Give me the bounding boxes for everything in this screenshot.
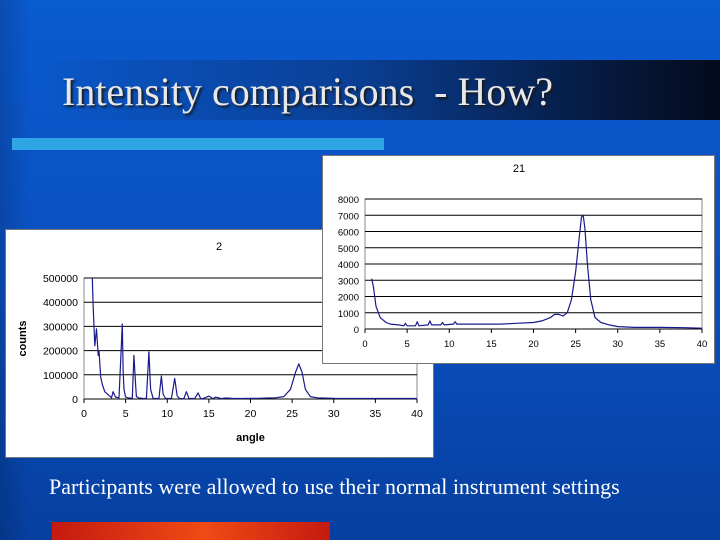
chart-21-x-tick-label: 25 xyxy=(570,339,581,350)
chart-21-y-tick-label: 4000 xyxy=(338,260,359,271)
chart-21-title: 21 xyxy=(513,163,525,175)
chart-2-x-tick-label: 30 xyxy=(328,408,340,420)
chart-21-x-tick-label: 5 xyxy=(404,339,409,350)
chart-21-y-tick-label: 7000 xyxy=(338,211,359,222)
chart-21-x-tick-label: 15 xyxy=(486,339,497,350)
chart-21-svg: 21 0 1000 2000 3000 4000 5000 6000 7000 8000 0 5 10 1… xyxy=(338,163,708,350)
chart-2-x-axis-title: angle xyxy=(236,432,265,444)
chart-21-y-tick-label: 5000 xyxy=(338,244,359,255)
chart-21-y-tick-label: 1000 xyxy=(338,309,359,320)
chart-2-x-tick-label: 5 xyxy=(123,408,129,420)
chart-2-y-tick-label: 100000 xyxy=(43,370,78,382)
chart-2-series-line xyxy=(91,277,417,400)
chart-2-y-tick-label: 200000 xyxy=(43,346,78,358)
chart-2-x-tick-label: 35 xyxy=(370,408,382,420)
chart-2-y-axis-title: counts xyxy=(17,320,29,356)
chart-21-panel: 21 0 1000 2000 3000 4000 5000 6000 7000 8000 0 5 10 1… xyxy=(322,155,715,364)
chart-21-y-tick-label: 3000 xyxy=(338,276,359,287)
chart-21-x-tick-label: 30 xyxy=(612,339,623,350)
chart-2-y-tick-label: 400000 xyxy=(43,297,78,309)
chart-21-series-line xyxy=(371,214,703,329)
chart-2-x-tick-label: 25 xyxy=(286,408,298,420)
chart-2-x-tick-label: 0 xyxy=(81,408,87,420)
slide-caption: Participants were allowed to use their n… xyxy=(49,474,620,499)
chart-21-x-tick-label: 35 xyxy=(655,339,666,350)
chart-2-x-tick-label: 20 xyxy=(245,408,257,420)
chart-21-x-tick-label: 20 xyxy=(528,339,539,350)
chart-21-x-tick-label: 40 xyxy=(697,339,708,350)
chart-2-y-tick-label: 500000 xyxy=(43,273,78,285)
chart-21-x-tick-label: 0 xyxy=(362,339,367,350)
chart-2-x-tick-label: 40 xyxy=(411,408,423,420)
slide-title: Intensity comparisons - How? xyxy=(62,69,554,114)
chart-21-y-tick-label: 2000 xyxy=(338,293,359,304)
chart-21-y-tick-label: 0 xyxy=(354,325,359,336)
title-banner xyxy=(55,60,720,120)
chart-21-y-tick-label: 6000 xyxy=(338,228,359,239)
accent-bar xyxy=(12,138,384,150)
chart-2-x-tick-label: 10 xyxy=(161,408,173,420)
chart-21-x-tick-label: 10 xyxy=(444,339,455,350)
chart-2-y-tick-label: 0 xyxy=(72,394,78,406)
chart-2-title: 2 xyxy=(216,241,222,253)
chart-2-y-tick-label: 300000 xyxy=(43,321,78,333)
chart-21-y-tick-label: 8000 xyxy=(338,195,359,206)
bottom-accent-bar xyxy=(52,522,330,540)
chart-2-x-tick-label: 15 xyxy=(203,408,215,420)
